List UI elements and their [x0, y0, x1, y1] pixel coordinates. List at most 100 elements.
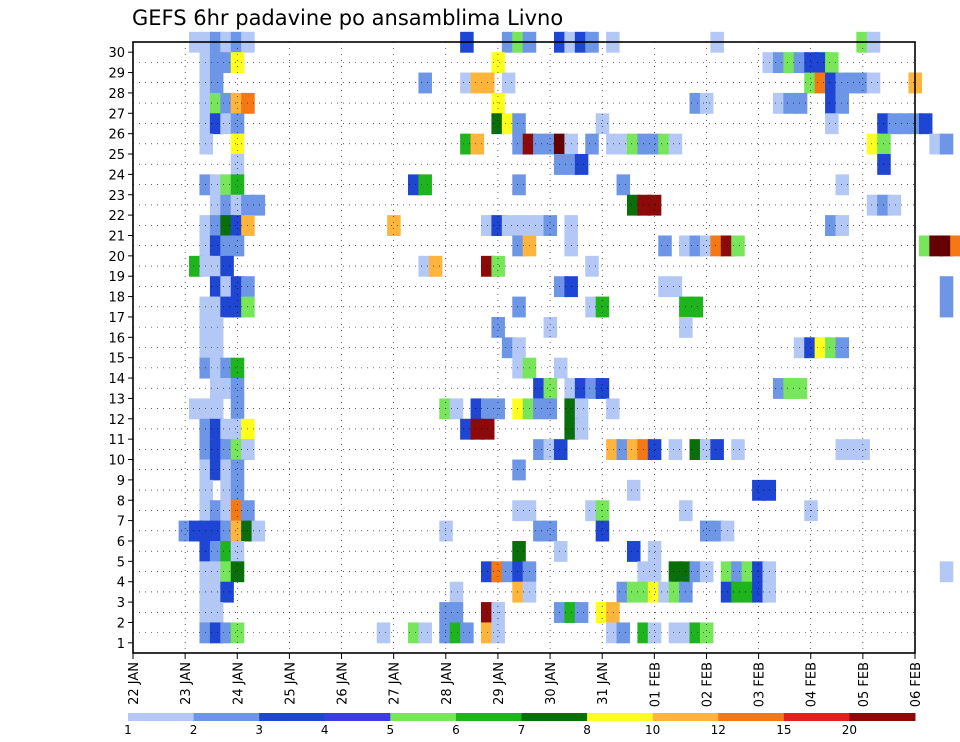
heatmap-cell: [710, 235, 724, 257]
heatmap-cell: [460, 72, 474, 94]
y-tick-label: 11: [108, 433, 125, 448]
heatmap-cell: [741, 561, 756, 583]
heatmap-cell: [220, 235, 234, 257]
heatmap-cell: [668, 622, 683, 644]
heatmap-cell: [543, 520, 558, 542]
y-tick-label: 28: [108, 87, 125, 102]
heatmap-cell: [189, 398, 203, 420]
heatmap-cell: [950, 235, 960, 257]
heatmap-cell: [199, 72, 214, 94]
colorbar-segment: [455, 713, 522, 721]
y-tick-label: 15: [108, 352, 125, 367]
y-tick-label: 30: [108, 46, 125, 61]
heatmap-cell: [209, 235, 224, 257]
heatmap-cell: [637, 622, 651, 644]
heatmap-cell: [825, 92, 839, 114]
heatmap-cell: [199, 215, 214, 236]
heatmap-cell: [606, 602, 620, 623]
heatmap-cell: [637, 581, 651, 603]
heatmap-cell: [689, 439, 704, 461]
heatmap-cell: [199, 418, 214, 440]
heatmap-cell: [939, 133, 954, 155]
heatmap-cell: [856, 439, 870, 461]
heatmap-cell: [460, 418, 474, 440]
heatmap-cell: [512, 174, 526, 196]
heatmap-cell: [220, 215, 234, 236]
heatmap-cell: [230, 357, 245, 379]
heatmap-cell: [220, 296, 234, 318]
heatmap-cell: [220, 459, 234, 481]
colorbar-label: 8: [583, 723, 591, 737]
heatmap-cell: [637, 133, 651, 155]
heatmap-cell: [220, 520, 234, 542]
heatmap-cell: [418, 72, 432, 94]
heatmap-cell: [209, 500, 224, 522]
heatmap-cell: [501, 215, 516, 236]
x-tick-label: 23 JAN: [179, 662, 194, 705]
heatmap-cell: [845, 439, 860, 461]
heatmap-cell: [543, 215, 558, 236]
colorbar-label: 5: [387, 723, 395, 737]
heatmap-cell: [595, 378, 610, 399]
heatmap-cell: [689, 235, 704, 257]
heatmap-cell: [199, 439, 214, 461]
heatmap-cell: [637, 439, 651, 461]
heatmap-cell: [741, 581, 756, 603]
heatmap-cell: [209, 439, 224, 461]
heatmap-cell: [408, 174, 422, 196]
heatmap-cell: [230, 235, 245, 257]
heatmap-cell: [553, 540, 568, 562]
heatmap-cell: [199, 52, 214, 74]
heatmap-cell: [939, 235, 954, 257]
heatmap-cell: [220, 92, 234, 114]
heatmap-cell: [658, 133, 672, 155]
heatmap-cell: [209, 194, 224, 216]
heatmap-cell: [209, 174, 224, 196]
y-tick-label: 7: [117, 515, 125, 530]
heatmap-cell: [199, 500, 214, 522]
heatmap-cell: [230, 540, 245, 562]
heatmap-cell: [230, 378, 245, 399]
heatmap-cell: [533, 398, 547, 420]
colorbar-label: 6: [452, 723, 460, 737]
heatmap-cell: [512, 581, 526, 603]
heatmap-cell: [647, 622, 662, 644]
heatmap-cell: [418, 255, 432, 277]
heatmap-cell: [512, 337, 526, 359]
heatmap-cell: [866, 72, 881, 94]
heatmap-cell: [585, 378, 599, 399]
heatmap-cell: [512, 561, 526, 583]
y-tick-label: 4: [117, 576, 125, 591]
colorbar-label: 7: [518, 723, 526, 737]
heatmap-cell: [512, 500, 526, 522]
y-tick-label: 5: [117, 555, 125, 570]
heatmap-cell: [825, 52, 839, 74]
heatmap-cell: [658, 235, 672, 257]
heatmap-cell: [230, 215, 245, 236]
heatmap-cell: [220, 52, 234, 74]
heatmap-cell: [220, 500, 234, 522]
heatmap-cell: [585, 296, 599, 318]
heatmap-cell: [887, 194, 902, 216]
x-tick-label: 24 JAN: [231, 662, 246, 705]
heatmap-cell: [553, 439, 568, 461]
heatmap-cell: [512, 133, 526, 155]
colorbar-segment: [587, 713, 654, 721]
heatmap-cell: [209, 540, 224, 562]
heatmap-cell: [553, 357, 568, 379]
heatmap-cell: [918, 113, 933, 135]
heatmap-cell: [658, 581, 672, 603]
heatmap-cell: [408, 622, 422, 644]
heatmap-cell: [491, 316, 505, 338]
heatmap-cell: [220, 540, 234, 562]
heatmap-cell: [825, 215, 839, 236]
x-tick-label: 03 FEB: [753, 662, 768, 707]
heatmap-cell: [887, 113, 902, 135]
x-tick-label: 06 FEB: [909, 662, 924, 707]
colorbar-label: 15: [776, 723, 791, 737]
heatmap-cell: [251, 520, 266, 542]
colorbar-label: 4: [321, 723, 329, 737]
heatmap-cell: [220, 357, 234, 379]
heatmap-cell: [470, 398, 485, 420]
heatmap-cell: [731, 581, 745, 603]
